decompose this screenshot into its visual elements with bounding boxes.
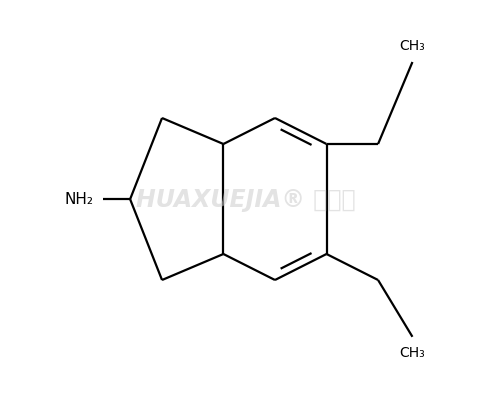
Text: HUAXUEJIA® 化学加: HUAXUEJIA® 化学加 [136, 188, 355, 212]
Text: CH₃: CH₃ [400, 346, 425, 360]
Text: NH₂: NH₂ [64, 192, 93, 207]
Text: CH₃: CH₃ [400, 39, 425, 53]
